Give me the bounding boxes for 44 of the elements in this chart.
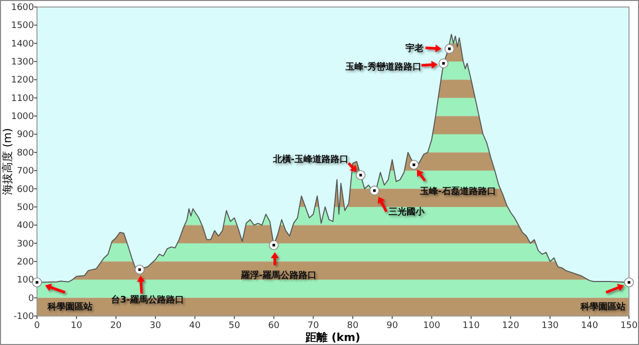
annotation: 宇老 — [405, 42, 424, 54]
y-tick-label: 300 — [16, 239, 34, 250]
y-axis-title: 海拔高度 (m) — [1, 128, 14, 195]
y-tick-label: 1400 — [11, 39, 34, 50]
y-tick-label: 1600 — [11, 3, 34, 13]
x-tick-label: 130 — [541, 321, 559, 331]
y-tick-label: 900 — [16, 130, 34, 140]
x-tick-label: 20 — [110, 321, 122, 331]
y-tick-label: 600 — [16, 184, 34, 195]
annotation: 玉峰-石磊道路路口 — [419, 186, 496, 197]
y-tick-label: 1100 — [11, 94, 34, 104]
y-tick-label: 1300 — [11, 58, 34, 68]
x-axis-title: 距離 (km) — [304, 331, 360, 344]
y-tick-label: 100 — [16, 276, 34, 286]
x-tick-label: 110 — [462, 321, 480, 331]
x-tick-label: 30 — [150, 321, 162, 331]
y-tick-label: 1500 — [11, 21, 34, 32]
x-tick-label: 50 — [228, 321, 240, 331]
x-tick-label: 80 — [347, 321, 359, 331]
annotation: 玉峰-秀巒道路路口 — [344, 61, 422, 72]
annotation: 三光國小 — [388, 206, 426, 218]
y-tick-label: 700 — [16, 166, 34, 177]
x-tick-label: 70 — [308, 321, 320, 331]
y-tick-label: 500 — [16, 202, 34, 213]
y-tick-label: 0 — [28, 294, 34, 304]
x-tick-label: 90 — [386, 321, 398, 331]
y-tick-label: 1200 — [11, 76, 34, 86]
y-tick-label: 1000 — [11, 112, 34, 122]
annotation: 科學園區站 — [580, 301, 626, 312]
x-tick-label: 40 — [189, 321, 201, 331]
annotation: 羅浮-羅馬公路路口 — [240, 270, 317, 282]
y-tick-label: 200 — [16, 257, 34, 268]
y-tick-label: 400 — [16, 221, 34, 232]
x-tick-label: 10 — [70, 321, 82, 331]
x-tick-label: 120 — [502, 321, 520, 331]
x-tick-label: 140 — [580, 321, 598, 331]
annotation: 台3-羅馬公路路口 — [111, 294, 184, 306]
y-tick-label: -100 — [14, 312, 34, 322]
annotation: 科學園區站 — [46, 301, 92, 312]
annotation: 北橫-玉峰道路路口 — [272, 154, 348, 166]
x-tick-label: 150 — [620, 321, 638, 331]
x-tick-label: 60 — [268, 321, 280, 331]
x-tick-label: 100 — [423, 321, 441, 331]
y-tick-label: 800 — [16, 148, 34, 158]
